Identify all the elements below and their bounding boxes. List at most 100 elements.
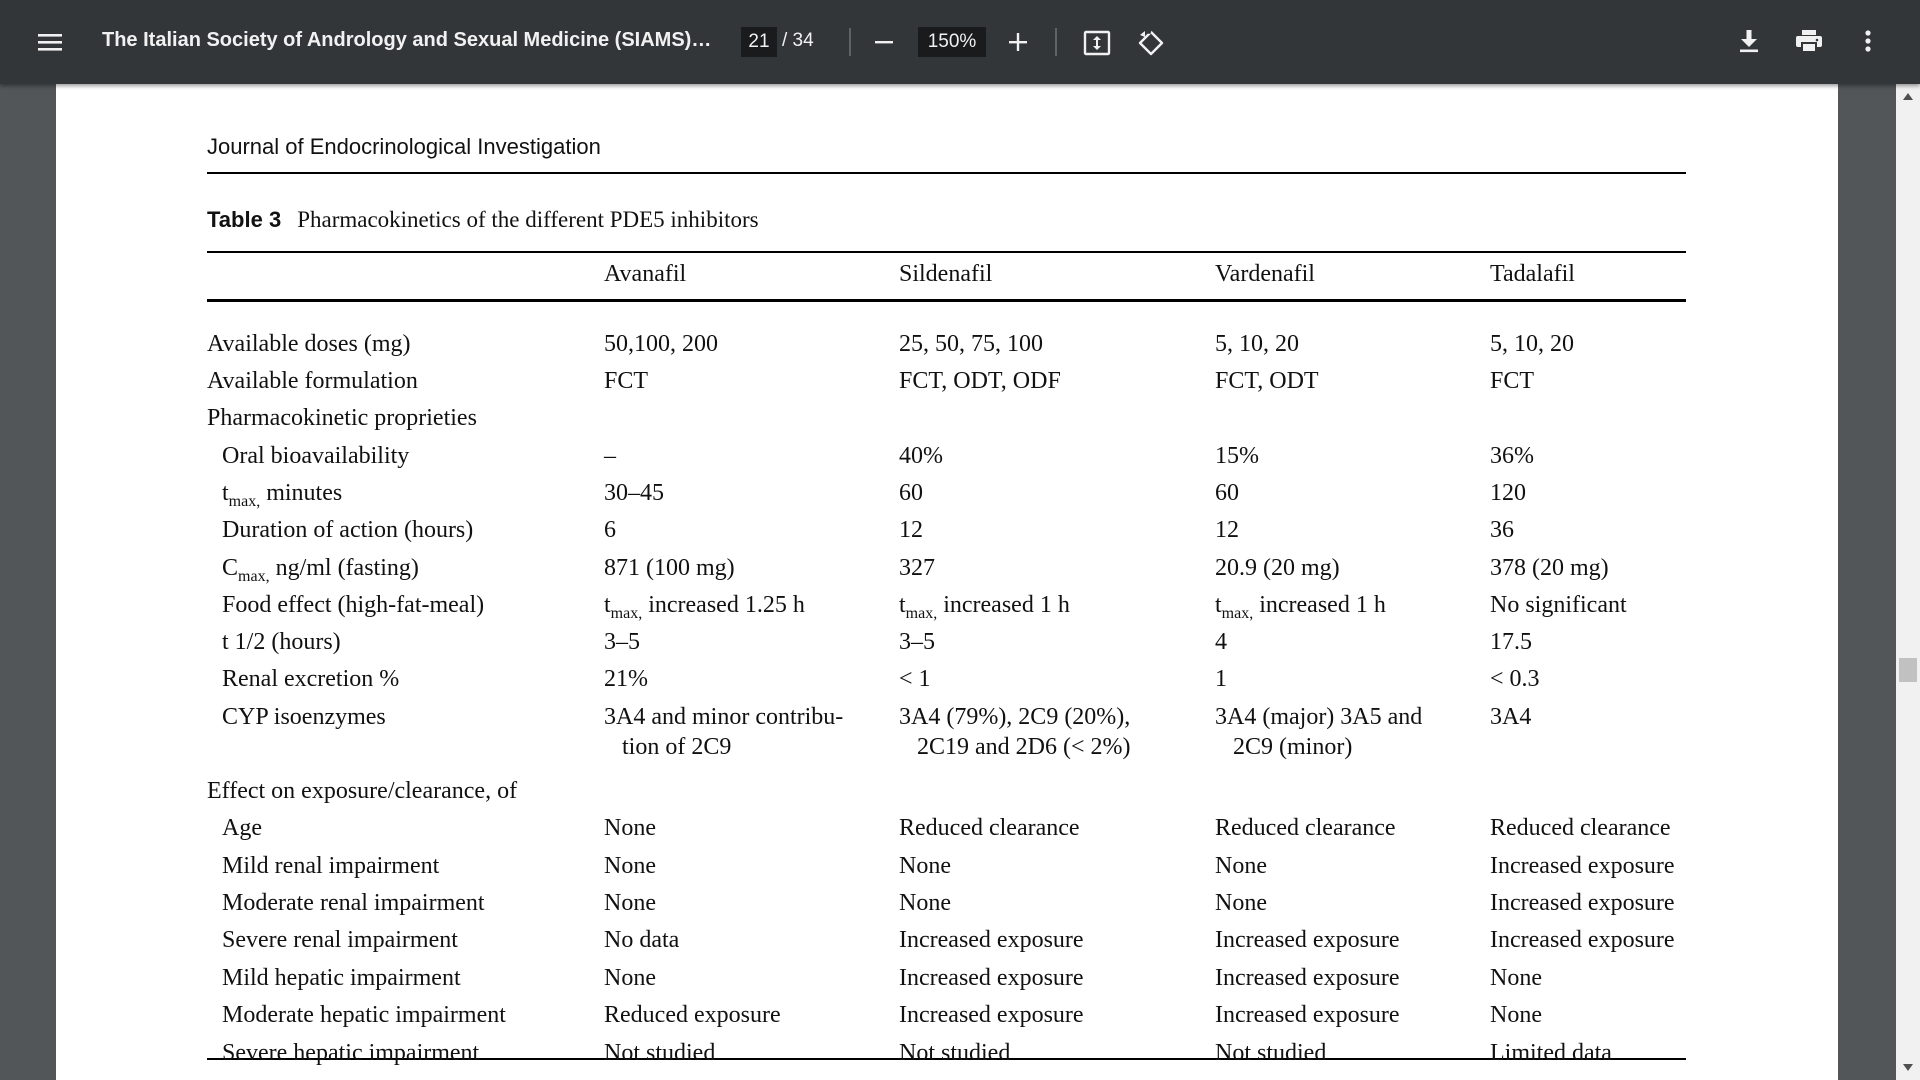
- minus-icon[interactable]: [870, 28, 898, 56]
- more-vert-icon[interactable]: [1856, 26, 1880, 56]
- table-cell: 50,100, 200: [604, 331, 718, 357]
- row-label: tmax, minutes: [222, 478, 343, 510]
- zoom-level-input[interactable]: [918, 27, 986, 57]
- table-cell: 60: [899, 480, 923, 506]
- table-cell: Increased exposure: [1215, 1002, 1400, 1028]
- rotate-icon[interactable]: [1136, 28, 1166, 58]
- table-cell: 21%: [604, 666, 648, 692]
- table-cell: 17.5: [1490, 629, 1532, 655]
- table-cell: 20.9 (20 mg): [1215, 555, 1340, 581]
- table-cell: Not studied: [899, 1040, 1011, 1066]
- table-cell: 3–5: [604, 629, 640, 655]
- cell-subscript: max,: [905, 605, 938, 622]
- table-cell: Reduced clearance: [899, 815, 1080, 841]
- row-label: Age: [222, 815, 262, 841]
- table-cell: 5, 10, 20: [1215, 331, 1299, 357]
- cell-text: t: [1215, 592, 1222, 618]
- table-cell: Increased exposure: [1215, 965, 1400, 991]
- row-label: Renal excretion %: [222, 666, 400, 692]
- row-label: CYP isoenzymes: [222, 704, 386, 730]
- cell-text: increased 1 h: [937, 592, 1070, 618]
- table-cell: 3A4: [1490, 704, 1532, 730]
- row-label: Mild renal impairment: [222, 853, 440, 879]
- row-label: Duration of action (hours): [222, 517, 474, 543]
- table-cell: Reduced clearance: [1215, 815, 1396, 841]
- table-title: Pharmacokinetics of the different PDE5 i…: [297, 207, 759, 232]
- page-number-input[interactable]: [741, 27, 777, 57]
- table-cell: None: [1215, 890, 1267, 916]
- table-cell: None: [1215, 853, 1267, 879]
- table-cell: None: [899, 890, 951, 916]
- table-cell: No significant: [1490, 592, 1627, 618]
- row-label: Oral bioavailability: [222, 443, 410, 469]
- table-cell: None: [1490, 1002, 1542, 1028]
- table-cell: Reduced clearance: [1490, 815, 1671, 841]
- table-cell: Not studied: [1215, 1040, 1327, 1066]
- pdf-page: Journal of Endocrinological Investigatio…: [56, 84, 1838, 1080]
- document-title: The Italian Society of Andrology and Sex…: [102, 29, 712, 51]
- column-header: Vardenafil: [1215, 261, 1315, 287]
- fit-to-page-icon[interactable]: [1082, 28, 1112, 58]
- row-label: Severe hepatic impairment: [222, 1040, 480, 1066]
- table-cell: 6: [604, 517, 616, 543]
- table-cell: Increased exposure: [1490, 853, 1675, 879]
- row-label: Mild hepatic impairment: [222, 965, 461, 991]
- table-cell: Increased exposure: [899, 927, 1084, 953]
- table-cell: Increased exposure: [1490, 890, 1675, 916]
- table-label: Table 3: [207, 207, 282, 232]
- table-cell: 15%: [1215, 443, 1259, 469]
- menu-icon[interactable]: [36, 28, 64, 56]
- cell-text: t: [222, 480, 229, 506]
- cell-text: t: [899, 592, 906, 618]
- table-cell: None: [604, 815, 656, 841]
- vertical-scrollbar[interactable]: [1896, 84, 1920, 1080]
- table-cell: Reduced exposure: [604, 1002, 781, 1028]
- row-label: Food effect (high-fat-meal): [222, 592, 485, 618]
- row-label: Cmax, ng/ml (fasting): [222, 553, 419, 585]
- plus-icon[interactable]: [1004, 28, 1032, 56]
- document-viewport[interactable]: Journal of Endocrinological Investigatio…: [0, 84, 1896, 1080]
- table-cell: 327: [899, 555, 935, 581]
- column-header: Tadalafil: [1490, 261, 1575, 287]
- table-cell: 5, 10, 20: [1490, 331, 1574, 357]
- table-bottom-rule: [207, 1058, 1686, 1060]
- table-cell: < 1: [899, 666, 931, 692]
- scroll-thumb[interactable]: [1899, 658, 1917, 682]
- table-header-rule: [207, 299, 1686, 302]
- table-cell: FCT: [1490, 368, 1535, 394]
- table-cell: tmax, increased 1 h: [1215, 590, 1386, 622]
- table-cell: FCT, ODT: [1215, 368, 1319, 394]
- table-cell: 12: [1215, 517, 1239, 543]
- cell-text: minutes: [260, 480, 343, 506]
- row-label: Moderate hepatic impairment: [222, 1002, 506, 1028]
- row-label: Moderate renal impairment: [222, 890, 485, 916]
- table-cell: FCT: [604, 368, 649, 394]
- table-caption: Table 3 Pharmacokinetics of the different…: [207, 207, 759, 233]
- scroll-up-arrow-icon[interactable]: [1903, 93, 1913, 100]
- table-cell: tmax, increased 1 h: [899, 590, 1070, 622]
- row-label: Available formulation: [207, 368, 418, 394]
- table-cell: 25, 50, 75, 100: [899, 331, 1043, 357]
- scroll-down-arrow-icon[interactable]: [1903, 1064, 1913, 1071]
- table-cell: –: [604, 443, 616, 469]
- toolbar-divider: [849, 28, 851, 56]
- table-cell: 12: [899, 517, 923, 543]
- table-cell: 1: [1215, 666, 1227, 692]
- table-cell: Increased exposure: [899, 965, 1084, 991]
- table-cell: None: [1490, 965, 1542, 991]
- table-cell: 30–45: [604, 480, 664, 506]
- column-header: Sildenafil: [899, 261, 993, 287]
- table-top-rule: [207, 251, 1686, 253]
- journal-header: Journal of Endocrinological Investigatio…: [207, 134, 601, 159]
- header-rule: [207, 172, 1686, 174]
- table-cell: 4: [1215, 629, 1227, 655]
- row-label: Effect on exposure/clearance, of: [207, 778, 518, 804]
- table-cell: 36%: [1490, 443, 1534, 469]
- cell-text: t: [604, 592, 611, 618]
- table-cell: None: [604, 890, 656, 916]
- table-cell: 871 (100 mg): [604, 555, 735, 581]
- download-icon[interactable]: [1734, 26, 1764, 56]
- table-cell: Increased exposure: [1490, 927, 1675, 953]
- print-icon[interactable]: [1793, 26, 1825, 56]
- table-cell: < 0.3: [1490, 666, 1540, 692]
